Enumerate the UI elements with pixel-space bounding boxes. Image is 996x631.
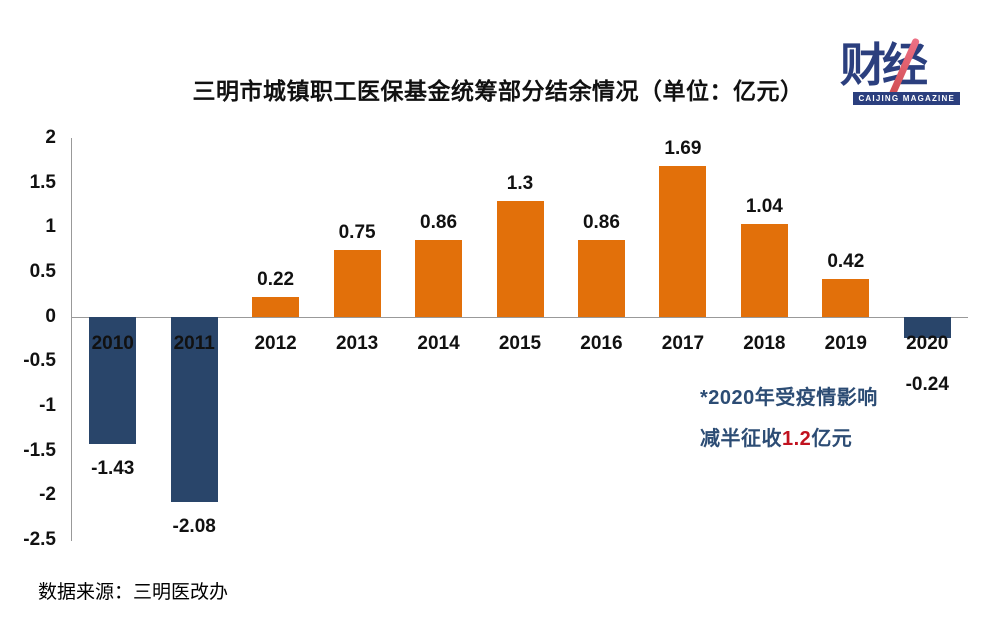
bar-2014 (415, 239, 463, 317)
value-label-2019: 0.42 (827, 251, 865, 273)
y-tick-1: 1 (45, 216, 56, 238)
bar-2017 (659, 165, 707, 317)
zero-axis-line (72, 316, 968, 318)
x-label-2017: 2017 (661, 332, 705, 354)
chart-title: 三明市城镇职工医保基金统筹部分结余情况（单位：亿元） (192, 78, 804, 104)
value-label-2017: 1.69 (664, 137, 702, 159)
y-tick--2: -2 (39, 484, 56, 506)
annotation-line1: *2020年受疫情影响 (700, 387, 878, 409)
bar-2020 (903, 316, 951, 339)
bar-2016 (577, 239, 625, 317)
x-label-2014: 2014 (417, 332, 460, 354)
bar-2011 (170, 316, 218, 503)
value-label-2018: 1.04 (745, 195, 783, 217)
plot-area: 2010 -1.43 2011 -2.08 2012 0.22 2013 0.75 2014 0.… (72, 138, 968, 540)
logo-en-text: CAIJING MAGAZINE (853, 92, 960, 105)
covid-annotation: *2020年受疫情影响 减半征收1.2亿元 (700, 381, 878, 451)
annotation-line2-prefix: 减半征收 (700, 428, 782, 450)
y-tick--1: -1 (39, 395, 56, 416)
value-label-2014: 0.86 (420, 211, 458, 233)
bar-2012 (252, 297, 300, 317)
annotation-line2-suffix: 亿元 (811, 428, 853, 450)
value-label-2011: -2.08 (172, 516, 216, 538)
x-label-2019: 2019 (824, 332, 867, 354)
value-label-2012: 0.22 (257, 269, 295, 290)
y-tick--0.5: -0.5 (23, 350, 56, 372)
value-label-2013: 0.75 (338, 221, 376, 243)
x-label-2010: 2010 (91, 332, 134, 354)
y-tick-0: 0 (45, 305, 56, 327)
bar-2019 (822, 279, 870, 317)
y-tick-2: 2 (45, 127, 56, 148)
value-label-2020: -0.24 (905, 373, 949, 395)
y-axis-labels: 2 1.5 1 0.5 0 -0.5 -1 -1.5 -2 -2.5 (0, 127, 56, 550)
bar-2013 (333, 249, 381, 317)
value-label-2016: 0.86 (582, 211, 620, 233)
y-tick-1.5: 1.5 (29, 171, 56, 193)
x-label-2011: 2011 (173, 332, 215, 354)
value-label-2015: 1.3 (506, 172, 534, 194)
annotation-highlight-value: 1.2 (782, 428, 812, 450)
value-label-2010: -1.43 (91, 458, 135, 480)
y-tick-0.5: 0.5 (29, 261, 56, 282)
annotation-line2: 减半征收1.2亿元 (700, 422, 878, 451)
y-tick--2.5: -2.5 (23, 529, 56, 550)
bar-2015 (496, 200, 544, 317)
x-label-2013: 2013 (335, 332, 379, 354)
y-axis-line (71, 138, 72, 541)
x-label-2020: 2020 (906, 332, 949, 354)
x-label-2018: 2018 (743, 332, 786, 354)
caijing-logo: 财经 CAIJING MAGAZINE (840, 37, 960, 108)
x-label-2012: 2012 (254, 332, 297, 354)
y-tick--1.5: -1.5 (23, 439, 56, 461)
x-label-2015: 2015 (498, 332, 542, 354)
bar-2018 (740, 223, 788, 317)
bar-2010 (89, 316, 137, 445)
x-label-2016: 2016 (580, 332, 623, 354)
data-source: 数据来源：三明医改办 (38, 582, 229, 603)
